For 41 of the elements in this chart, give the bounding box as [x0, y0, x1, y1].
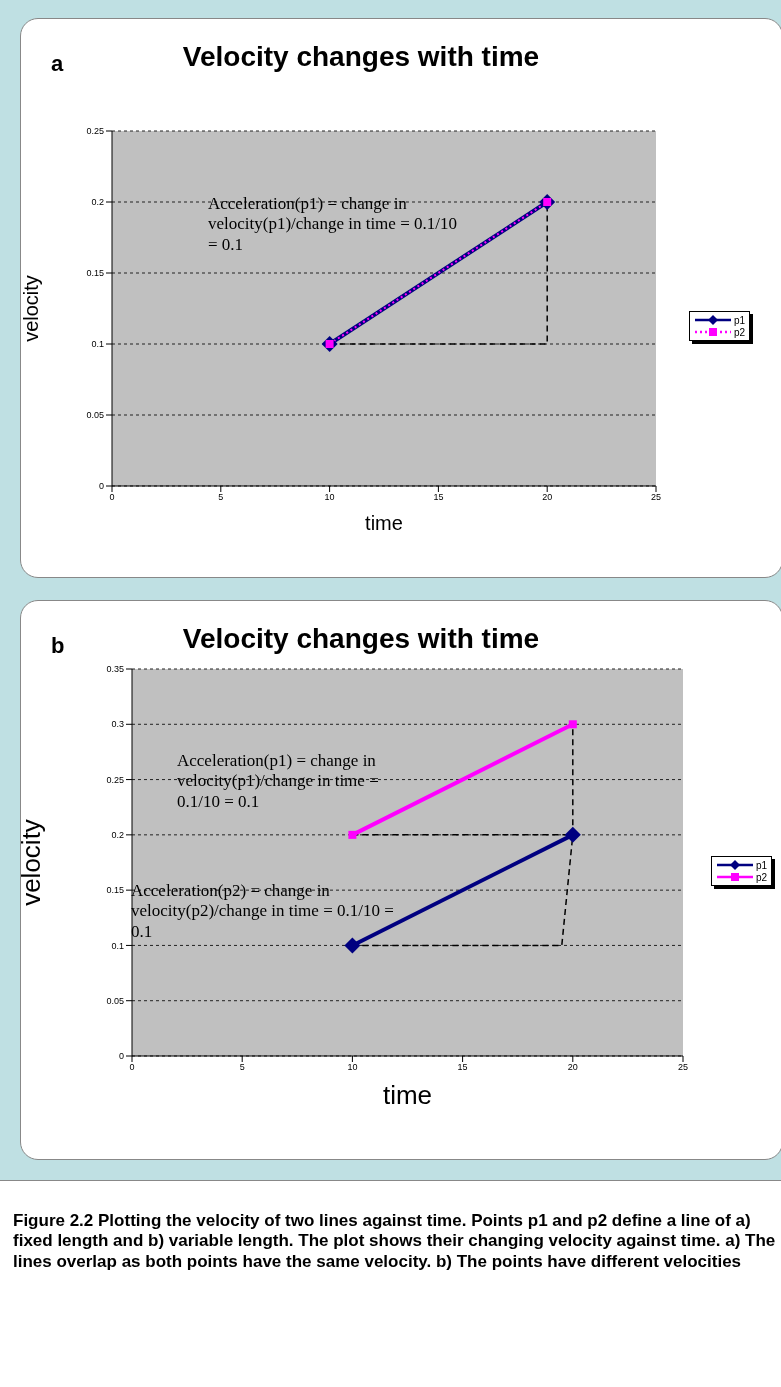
legend-label: p2	[734, 326, 746, 338]
y-axis-title: velocity	[20, 275, 43, 342]
y-axis-title: velocity	[16, 819, 47, 906]
text: b	[51, 633, 66, 660]
x-tick-label: 20	[567, 1062, 578, 1073]
x-tick-label: 20	[542, 492, 553, 503]
x-tick-label: 0	[129, 1062, 135, 1073]
y-tick-label: 0.35	[106, 664, 124, 675]
legend-label: p2	[756, 871, 768, 883]
x-tick-label: 15	[457, 1062, 468, 1073]
y-tick-label: 0.2	[91, 197, 104, 208]
y-tick-label: 0	[118, 1051, 124, 1062]
x-tick-label: 10	[324, 492, 335, 503]
x-axis-title: time	[382, 1080, 433, 1111]
x-tick-label: 25	[650, 492, 662, 503]
x-tick-label: 25	[677, 1062, 689, 1073]
chart-title: Velocity changes with time	[182, 623, 540, 654]
legend-label: p1	[734, 314, 746, 326]
x-tick-label: 5	[218, 492, 224, 503]
chart-title: Velocity changes with time	[182, 41, 540, 72]
annotation: Acceleration(p2) = change in velocity(p2)/change in time = 0.1/10 = 0.1	[131, 881, 395, 943]
x-tick-label: 10	[347, 1062, 358, 1073]
y-tick-label: 0.05	[106, 995, 124, 1006]
y-tick-label: 0.25	[106, 774, 124, 785]
x-tick-label: 5	[239, 1062, 245, 1073]
y-tick-label: 0.1	[91, 339, 104, 350]
y-tick-label: 0.1	[111, 940, 124, 951]
legend-label: p1	[756, 859, 768, 871]
y-tick-label: 0	[98, 481, 104, 492]
annotation: Acceleration(p1) = change in velocity(p1)/change in time = 0.1/10 = 0.1	[177, 751, 380, 813]
y-tick-label: 0.3	[111, 719, 124, 730]
y-tick-label: 0.25	[86, 126, 104, 137]
y-tick-label: 0.15	[106, 885, 124, 896]
y-tick-label: 0.15	[86, 268, 104, 279]
y-tick-label: 0.05	[86, 410, 104, 421]
x-axis-title: time	[365, 512, 403, 535]
annotation: Acceleration(p1) = change in velocity(p1)/change in time = 0.1/10 = 0.1	[208, 194, 458, 256]
x-tick-label: 15	[433, 492, 444, 503]
text: a	[51, 51, 65, 78]
y-tick-label: 0.2	[111, 830, 124, 841]
caption: Figure 2.2 Plotting the velocity of two lines against time. Points p1 and p2 define a line of a) fixed length and b) variable length. The plot shows their changing velocity against time. a) The lines overlap as both points have the same velocity. b) The points have different velocities	[13, 1211, 777, 1273]
